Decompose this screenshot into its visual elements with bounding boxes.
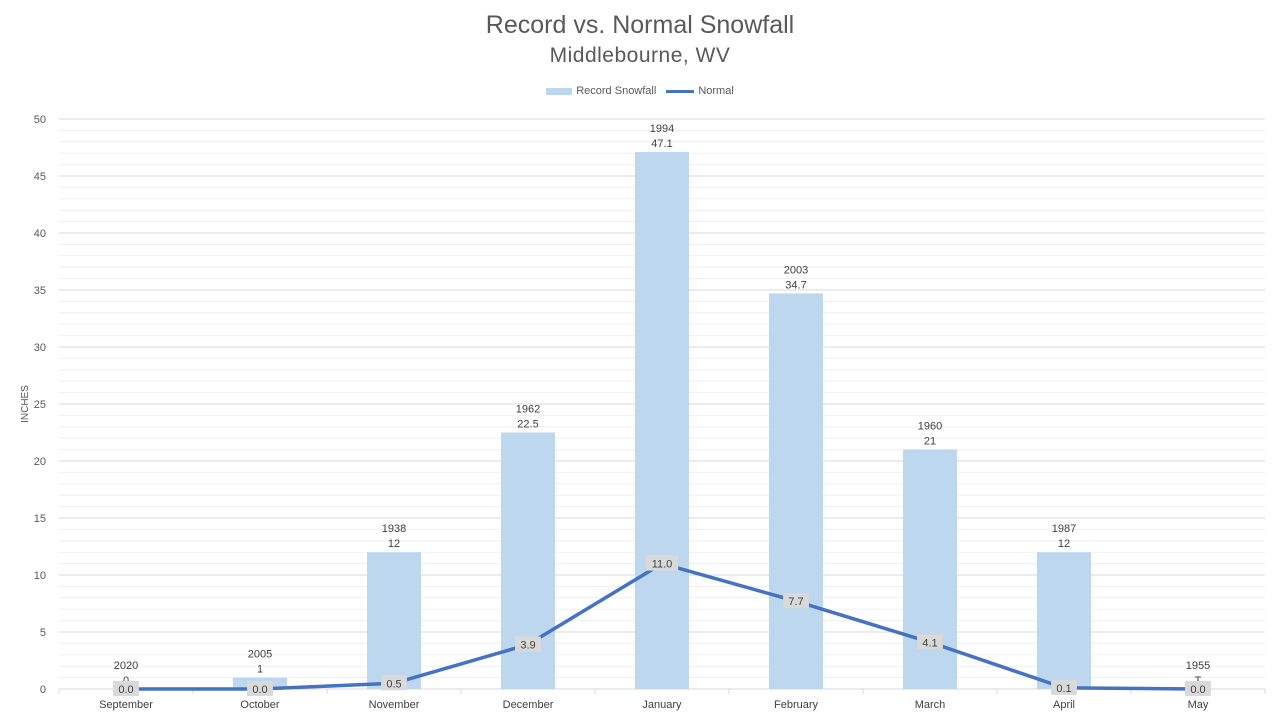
line-point-marker [113, 681, 139, 696]
bar-year-label: 1960 [918, 421, 942, 433]
y-axis-title: INCHES [20, 385, 31, 423]
bar-year-label: 1962 [516, 404, 540, 416]
line-point-marker [381, 675, 407, 691]
line-point-marker [917, 634, 943, 650]
line-value-label: 11.0 [652, 559, 673, 571]
legend-item-record: Record Snowfall [546, 85, 656, 97]
y-tick-label: 25 [34, 399, 46, 411]
line-point-marker [1185, 681, 1211, 696]
bar-record-snowfall [367, 552, 421, 689]
bar-year-label: 2005 [248, 649, 272, 661]
legend-swatch-normal [666, 89, 695, 93]
legend: Record Snowfall Normal [0, 85, 1280, 97]
bar-value-label: 1 [257, 664, 263, 676]
y-tick-label: 5 [40, 627, 46, 639]
bar-year-label: 1987 [1052, 523, 1076, 535]
y-tick-label: 20 [34, 456, 46, 468]
line-value-label: 4.1 [922, 637, 937, 649]
x-tick-label: November [369, 699, 420, 711]
line-point-marker [783, 593, 809, 609]
bar-record-snowfall [769, 293, 823, 689]
line-value-label: 7.7 [788, 596, 803, 608]
x-tick-label: December [503, 699, 554, 711]
line-value-label: 3.9 [520, 640, 535, 652]
bar-value-label: 12 [1058, 538, 1070, 550]
bar-value-label: 12 [388, 538, 400, 550]
line-point-marker [645, 555, 679, 571]
line-point-marker [1051, 679, 1077, 695]
line-value-label: 0.1 [1056, 683, 1071, 695]
x-tick-label: October [240, 699, 279, 711]
bar-year-label: 1955 [1186, 660, 1210, 672]
x-tick-label: April [1053, 699, 1075, 711]
legend-swatch-record [546, 87, 573, 95]
line-point-marker [247, 681, 273, 696]
chart-title: Record vs. Normal Snowfall [485, 11, 795, 39]
x-tick-label: February [774, 699, 819, 711]
y-tick-label: 0 [40, 684, 46, 696]
x-tick-label: September [99, 699, 153, 711]
bar-record-snowfall [1037, 552, 1091, 689]
line-value-label: 0.0 [118, 684, 133, 696]
bar-year-label: 1938 [382, 523, 406, 535]
line-value-label: 0.5 [386, 678, 401, 690]
x-tick-label: March [915, 699, 946, 711]
bar-year-label: 2020 [114, 660, 138, 672]
legend-label-record: Record Snowfall [576, 85, 657, 97]
chart-subtitle: Middlebourne, WV [549, 44, 731, 67]
legend-item-normal: Normal [666, 85, 734, 97]
y-tick-label: 15 [34, 513, 46, 525]
bar-record-snowfall [635, 152, 689, 689]
y-tick-label: 35 [34, 285, 46, 297]
line-value-label: 0.0 [1190, 684, 1205, 696]
y-tick-label: 30 [34, 342, 46, 354]
y-tick-label: 10 [34, 570, 46, 582]
y-tick-label: 40 [34, 228, 46, 240]
x-tick-label: May [1188, 699, 1209, 711]
bar-record-snowfall [903, 449, 957, 689]
bar-year-label: 2003 [784, 264, 808, 276]
legend-label-normal: Normal [698, 85, 734, 97]
bar-value-label: 21 [924, 436, 936, 448]
y-tick-label: 45 [34, 171, 46, 183]
bar-year-label: 1994 [650, 123, 674, 135]
x-tick-label: January [642, 699, 682, 711]
bar-value-label: 34.7 [785, 279, 806, 291]
line-value-label: 0.0 [252, 684, 267, 696]
bar-value-label: 22.5 [517, 419, 538, 431]
y-tick-label: 50 [34, 114, 46, 126]
bar-value-label: 47.1 [651, 138, 672, 150]
line-point-marker [515, 636, 541, 652]
